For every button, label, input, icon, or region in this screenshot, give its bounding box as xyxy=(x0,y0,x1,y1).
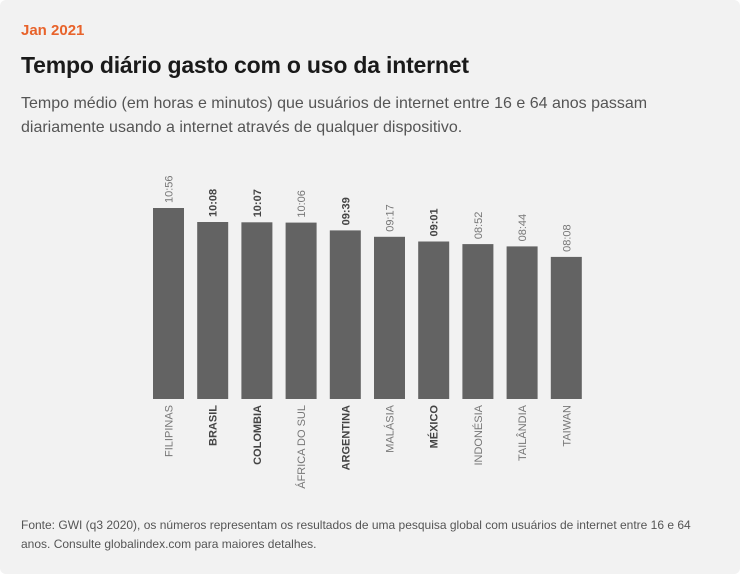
category-label: INDONÉSIA xyxy=(472,404,485,465)
category-label: MALÁSIA xyxy=(384,404,397,452)
date-label: Jan 2021 xyxy=(21,22,85,39)
bar-colombia xyxy=(241,222,273,399)
value-label: 09:17 xyxy=(385,204,397,232)
value-label: 10:07 xyxy=(252,189,264,217)
value-label: 08:52 xyxy=(473,212,485,240)
category-label: COLOMBIA xyxy=(252,405,264,465)
value-label: 10:08 xyxy=(208,189,220,217)
category-label: FILIPINAS xyxy=(164,405,176,457)
value-label: 08:08 xyxy=(561,224,573,252)
category-label: MÉXICO xyxy=(428,405,441,449)
value-label: 10:06 xyxy=(296,190,308,218)
category-label: ARGENTINA xyxy=(340,405,352,470)
category-label: TAILÂNDIA xyxy=(516,404,529,461)
category-label: ÁFRICA DO SUL xyxy=(295,405,308,489)
bar-taiwan xyxy=(550,256,582,399)
bar-malásia xyxy=(374,236,405,399)
chart-subtitle: Tempo médio (em horas e minutos) que usu… xyxy=(21,95,648,136)
value-label: 10:56 xyxy=(164,175,176,203)
bar-méxico xyxy=(418,241,450,399)
bar-filipinas xyxy=(153,208,184,399)
category-label: TAIWAN xyxy=(561,405,573,447)
bar-tailândia xyxy=(506,246,538,399)
bar-brasil xyxy=(197,222,229,399)
value-label: 09:01 xyxy=(429,208,441,236)
bar-áfrica-do-sul xyxy=(285,222,317,399)
value-label: 08:44 xyxy=(517,214,529,242)
source-note: Fonte: GWI (q3 2020), os números represe… xyxy=(21,518,691,551)
bar-argentina xyxy=(329,230,361,399)
value-label: 09:39 xyxy=(340,197,352,225)
category-label: BRASIL xyxy=(208,405,220,446)
bar-indonésia xyxy=(462,244,494,399)
chart-title: Tempo diário gasto com o uso da internet xyxy=(21,52,469,78)
